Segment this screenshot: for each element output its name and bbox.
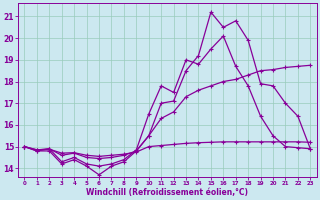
X-axis label: Windchill (Refroidissement éolien,°C): Windchill (Refroidissement éolien,°C) [86,188,248,197]
